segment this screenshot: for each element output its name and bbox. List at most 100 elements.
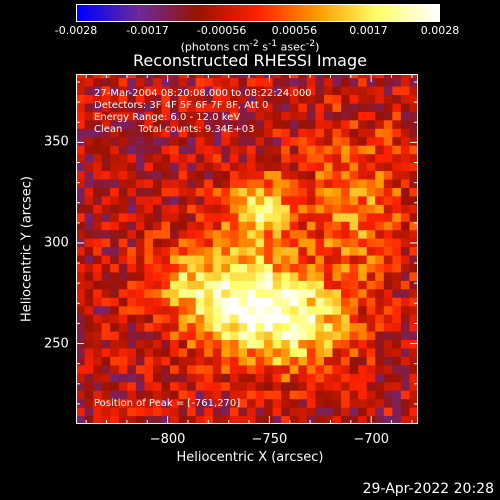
heatmap-cell [289,170,299,180]
heatmap-cell [221,94,231,104]
heatmap-cell [349,179,359,188]
heatmap-cell [101,347,111,357]
heatmap-cell [118,238,128,248]
heatmap-cell [289,415,299,424]
heatmap-cell [341,390,351,400]
heatmap-cell [152,339,162,349]
heatmap-cell [281,271,291,281]
heatmap-cell [204,102,214,112]
heatmap-cell [349,263,359,273]
heatmap-cell [170,246,180,256]
heatmap-cell [349,111,359,121]
heatmap-cell [152,373,162,383]
heatmap-cell [101,229,111,239]
heatmap-cell [366,221,376,231]
heatmap-cell [392,170,402,180]
heatmap-cell [247,364,257,374]
heatmap-cell [195,94,205,104]
colorbar-segment [156,5,162,21]
heatmap-cell [247,356,257,366]
heatmap-cell [255,170,265,180]
heatmap-cell [238,162,248,172]
colorbar-tick-label: -0.00056 [196,24,247,37]
heatmap-cell [375,204,385,214]
heatmap-cell [409,170,418,180]
y-tick-label: 300 [44,235,69,251]
heatmap-cell [76,263,86,273]
heatmap-cell [101,415,111,424]
colorbar-segment [327,5,333,21]
heatmap-cell [298,288,308,298]
heatmap-cell [84,187,94,197]
heatmap-cell [127,356,137,366]
heatmap-cell [135,255,145,264]
heatmap-cell [93,339,103,349]
heatmap-cell [170,179,180,188]
heatmap-cell [221,74,231,79]
heatmap-cell [127,136,137,146]
heatmap-cell [187,136,197,146]
heatmap-cell [289,221,299,231]
heatmap-cell [298,162,308,172]
heatmap-cell [187,111,197,121]
heatmap-cell [195,305,205,315]
heatmap-cell [272,204,282,214]
heatmap-cell [281,153,291,163]
heatmap-cell [272,398,282,408]
heatmap-cell [118,288,128,298]
heatmap-cell [110,288,120,298]
heatmap-cell [212,195,222,205]
heatmap-cell [195,314,205,324]
heatmap-cell [298,102,308,112]
heatmap-cell [332,288,342,298]
heatmap-cell [144,280,154,290]
heatmap-cell [212,229,222,239]
heatmap-cell [195,77,205,87]
heatmap-cell [127,339,137,349]
heatmap-cell [315,322,325,332]
heatmap-cell [264,238,274,248]
heatmap-cell [195,398,205,408]
heatmap-cell [204,305,214,315]
heatmap-cell [358,255,368,264]
heatmap-cell [366,271,376,281]
heatmap-cell [161,331,171,341]
colorbar-segment [164,5,170,21]
heatmap-cell [289,407,299,417]
heatmap-cell [281,77,291,87]
heatmap-cell [341,339,351,349]
heatmap-cell [110,153,120,163]
heatmap-cell [272,128,282,138]
colorbar-segment [259,5,265,21]
heatmap-cell [375,153,385,163]
heatmap-cell [204,195,214,205]
heatmap-cell [110,86,120,96]
heatmap-cell [315,94,325,104]
heatmap-cell [255,305,265,315]
heatmap-cell [247,128,257,138]
heatmap-cell [170,356,180,366]
heatmap-cell [306,263,316,273]
heatmap-cell [366,263,376,273]
heatmap-cell [110,229,120,239]
heatmap-cell [161,398,171,408]
heatmap-cell [315,314,325,324]
heatmap-cell [101,145,111,155]
heatmap-cell [281,339,291,349]
heatmap-cell [238,111,248,121]
heatmap-cell [323,364,333,374]
heatmap-cell [110,162,120,172]
heatmap-cell [229,162,239,172]
heatmap-cell [101,407,111,417]
heatmap-cell [135,263,145,273]
heatmap-cell [101,331,111,341]
heatmap-cell [281,356,291,366]
heatmap-cell [400,128,410,138]
heatmap-cell [161,170,171,180]
heatmap-cell [221,246,231,256]
heatmap-cell [358,229,368,239]
heatmap-cell [366,204,376,214]
heatmap-cell [84,119,94,129]
heatmap-cell [298,195,308,205]
heatmap-cell [187,246,197,256]
